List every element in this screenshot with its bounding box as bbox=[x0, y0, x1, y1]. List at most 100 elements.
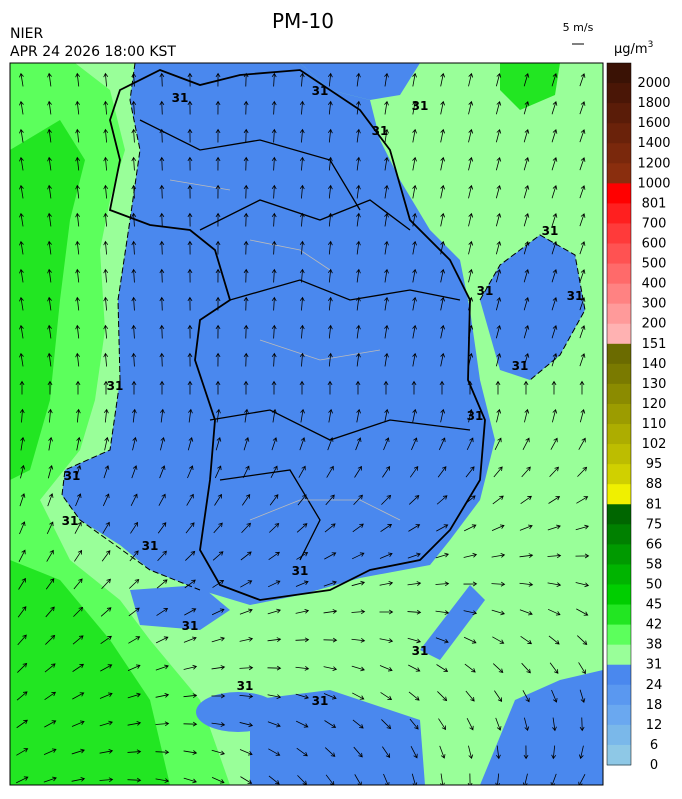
level-label: 66 bbox=[646, 537, 663, 552]
wind-arrow bbox=[468, 324, 474, 339]
wind-arrow bbox=[159, 156, 165, 171]
wind-arrow bbox=[267, 637, 282, 642]
color-swatch bbox=[607, 464, 631, 485]
blue-east bbox=[480, 235, 585, 380]
wind-arrow bbox=[327, 380, 333, 395]
contour-31 bbox=[61, 63, 586, 591]
level-label: 1600 bbox=[637, 116, 670, 131]
wind-arrow bbox=[211, 693, 226, 699]
wind-arrow bbox=[47, 72, 52, 87]
wind-arrow bbox=[468, 184, 474, 199]
wind-arrow bbox=[412, 324, 417, 339]
wind-arrow bbox=[43, 776, 57, 783]
wind-arrow bbox=[127, 749, 142, 755]
level-label: 130 bbox=[642, 377, 667, 392]
contour-label: 31 bbox=[64, 469, 81, 483]
level-label: 151 bbox=[642, 337, 667, 352]
wind-arrow bbox=[18, 549, 26, 562]
wind-arrow bbox=[379, 552, 393, 559]
wind-scale-label: 5 m/s bbox=[563, 21, 594, 34]
wind-arrow bbox=[271, 240, 277, 255]
wind-arrow bbox=[327, 352, 333, 367]
contour-label: 31 bbox=[312, 84, 329, 98]
title: PM-10 bbox=[272, 9, 334, 33]
wind-arrow bbox=[47, 212, 52, 227]
wind-arrow bbox=[99, 749, 114, 754]
wind-arrow bbox=[435, 581, 450, 587]
wind-arrow bbox=[300, 408, 305, 423]
wind-arrow bbox=[187, 465, 194, 479]
wind-arrow bbox=[324, 720, 337, 728]
wind-arrow bbox=[267, 694, 282, 699]
wind-arrow bbox=[547, 524, 561, 531]
wind-arrow bbox=[384, 352, 389, 367]
wind-arrow bbox=[159, 184, 165, 199]
wind-arrow bbox=[384, 296, 389, 311]
wind-arrow bbox=[215, 240, 221, 255]
wind-arrow bbox=[412, 184, 417, 199]
level-label: 95 bbox=[646, 457, 663, 472]
wind-arrow bbox=[495, 240, 502, 255]
wind-arrow bbox=[495, 352, 502, 367]
wind-arrow bbox=[215, 296, 221, 311]
wind-arrow bbox=[159, 212, 165, 227]
wind-arrow bbox=[19, 212, 24, 227]
wind-arrow bbox=[523, 157, 530, 171]
level-label: 1800 bbox=[637, 96, 670, 111]
level-label: 1200 bbox=[637, 156, 670, 171]
wind-arrow bbox=[271, 100, 277, 115]
wind-arrow bbox=[578, 774, 586, 785]
wind-arrow bbox=[523, 353, 530, 367]
wind-arrow bbox=[103, 352, 109, 367]
wind-arrow bbox=[521, 466, 531, 478]
wind-arrow bbox=[407, 581, 422, 586]
wind-arrow bbox=[211, 665, 226, 670]
wind-arrow bbox=[71, 720, 85, 727]
wind-arrow bbox=[73, 606, 84, 617]
wind-arrow bbox=[100, 664, 113, 672]
wind-arrow bbox=[184, 579, 196, 589]
wind-arrow bbox=[103, 156, 109, 171]
contour-label: 31 bbox=[237, 679, 254, 693]
color-swatch bbox=[607, 323, 631, 345]
wind-arrow bbox=[579, 241, 586, 255]
wind-arrow bbox=[352, 692, 365, 700]
wind-arrow bbox=[380, 692, 393, 701]
wind-arrow bbox=[579, 269, 586, 283]
wind-arrow bbox=[495, 156, 502, 171]
wind-arrow bbox=[468, 296, 474, 311]
wind-arrow bbox=[579, 380, 585, 395]
contour-label: 31 bbox=[412, 99, 429, 113]
wind-arrow bbox=[466, 718, 474, 731]
wind-arrow bbox=[103, 296, 109, 311]
wind-arrow bbox=[522, 690, 530, 703]
wind-arrow bbox=[186, 493, 194, 506]
color-swatch bbox=[607, 243, 631, 265]
wind-arrow bbox=[159, 72, 165, 87]
wind-arrow bbox=[523, 717, 530, 732]
color-swatch bbox=[607, 163, 631, 184]
wind-arrow bbox=[323, 666, 338, 672]
agency: NIER bbox=[10, 26, 43, 42]
zone-42-ne bbox=[500, 63, 560, 110]
wind-arrow bbox=[579, 297, 586, 311]
wind-arrow bbox=[384, 128, 389, 143]
wind-arrow bbox=[271, 212, 277, 227]
wind-arrow bbox=[159, 100, 165, 115]
wind-arrow bbox=[552, 408, 558, 423]
color-swatch bbox=[607, 424, 631, 445]
wind-arrow bbox=[185, 522, 195, 534]
wind-arrow bbox=[579, 185, 586, 199]
wind-arrow bbox=[72, 635, 84, 645]
level-label: 0 bbox=[650, 758, 658, 773]
wind-arrow bbox=[495, 380, 501, 395]
wind-arrow bbox=[523, 325, 530, 339]
wind-arrow bbox=[47, 464, 54, 479]
wind-arrow bbox=[183, 636, 197, 643]
wind-arrow bbox=[323, 580, 337, 587]
wind-arrow bbox=[271, 268, 277, 283]
wind-arrow bbox=[548, 496, 561, 504]
wind-arrow bbox=[19, 72, 24, 87]
color-swatch bbox=[607, 684, 631, 706]
level-label: 18 bbox=[646, 698, 663, 713]
